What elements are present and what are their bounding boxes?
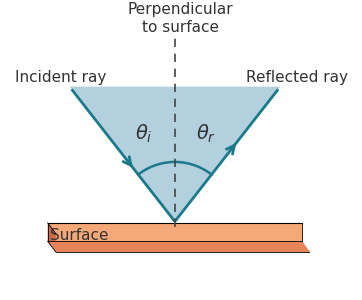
Text: Perpendicular
to surface: Perpendicular to surface (127, 2, 233, 35)
Text: Surface: Surface (50, 228, 109, 243)
Polygon shape (48, 223, 56, 252)
Text: Reflected ray: Reflected ray (246, 70, 348, 85)
Polygon shape (48, 223, 302, 241)
Polygon shape (70, 87, 280, 221)
Text: $\theta_r$: $\theta_r$ (196, 123, 216, 145)
Text: $\theta_i$: $\theta_i$ (135, 123, 153, 145)
Polygon shape (48, 241, 310, 252)
Text: Incident ray: Incident ray (15, 70, 106, 85)
